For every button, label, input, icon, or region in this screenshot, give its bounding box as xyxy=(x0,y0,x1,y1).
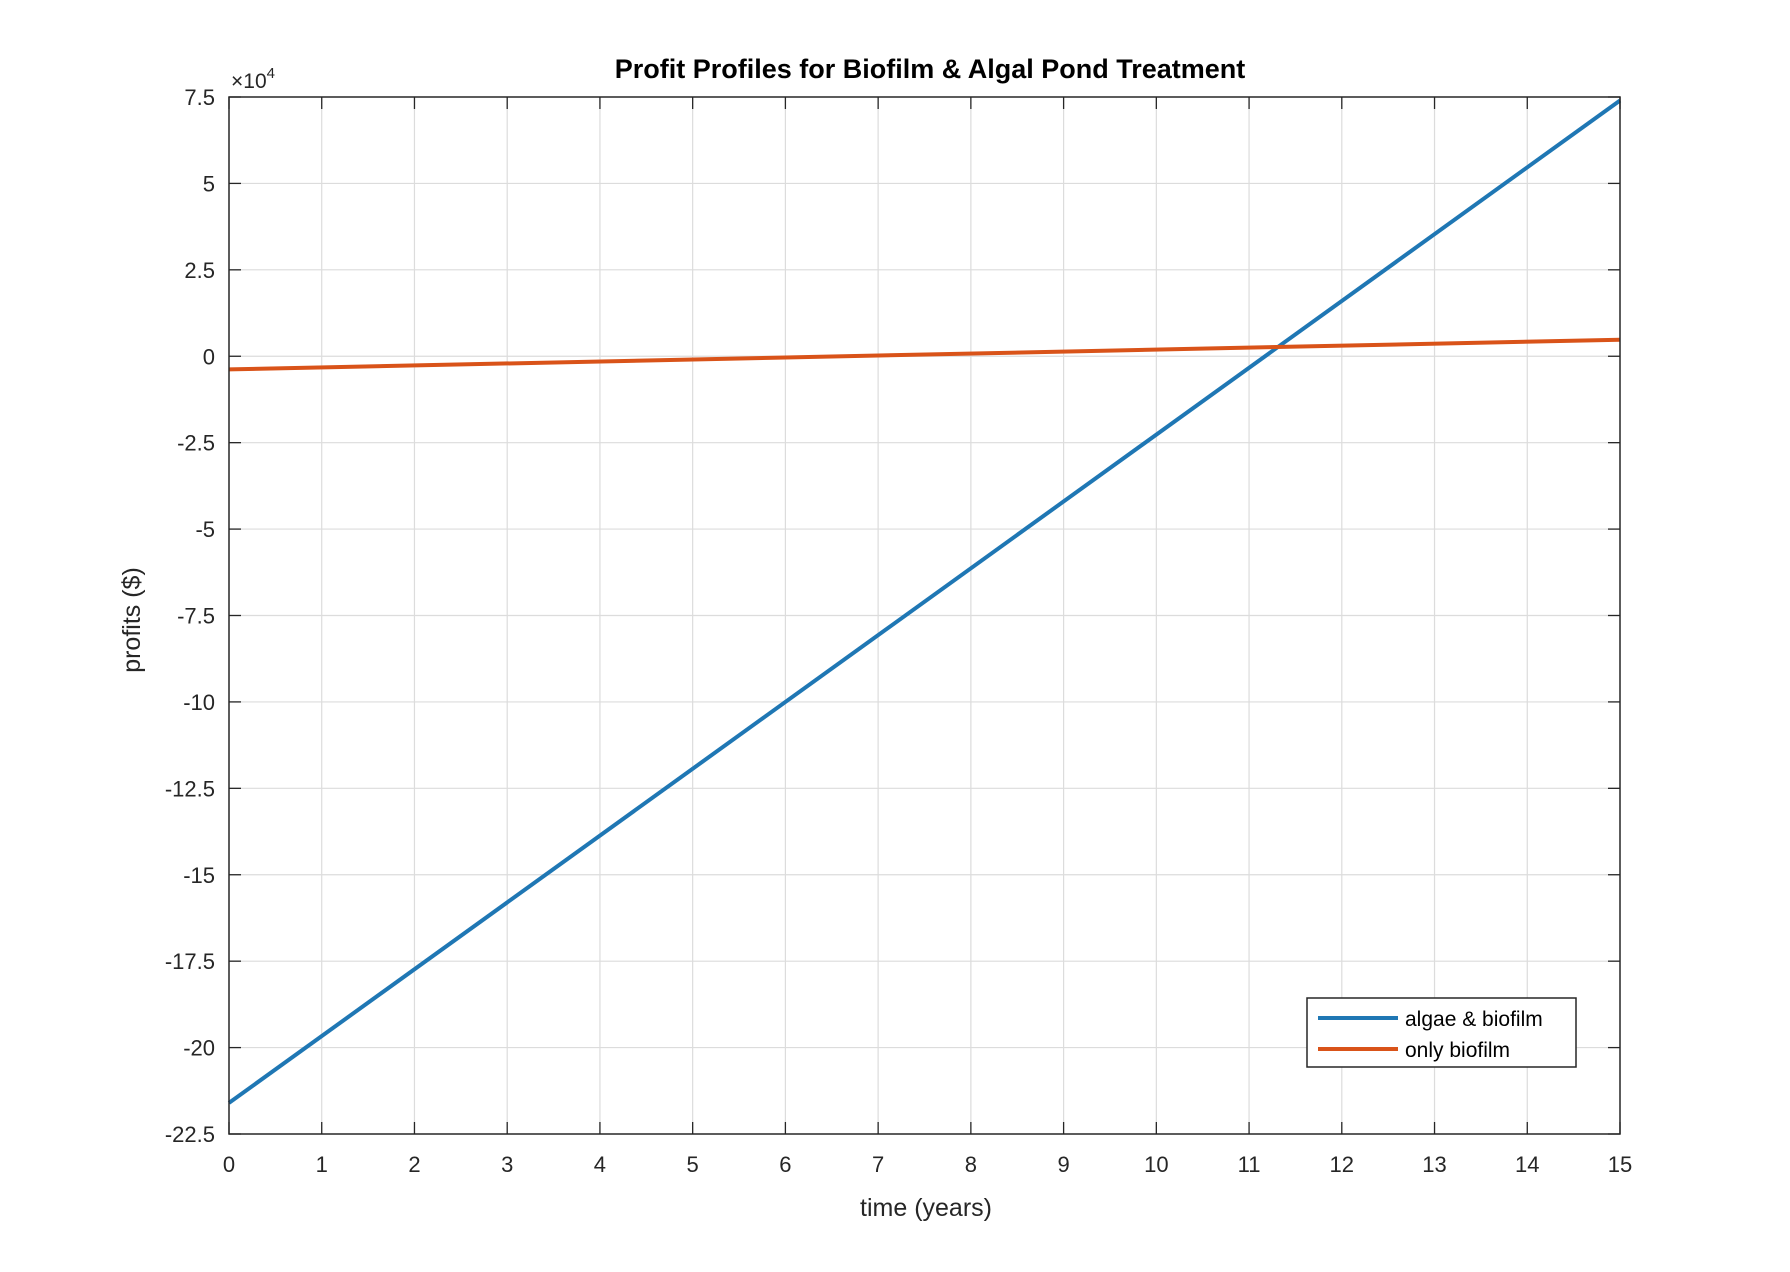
y-tick-label-12: -22.5 xyxy=(165,1122,215,1147)
y-tick-label-4: -2.5 xyxy=(177,431,215,456)
y-axis-multiplier-exponent: 4 xyxy=(267,65,275,82)
legend: algae & biofilm only biofilm xyxy=(1306,997,1577,1068)
y-tick-label-3: 0 xyxy=(203,344,215,369)
y-tick-label-11: -20 xyxy=(183,1036,215,1061)
legend-box xyxy=(1306,997,1577,1068)
x-tick-label-11: 11 xyxy=(1238,1152,1261,1177)
series-line-only-biofilm xyxy=(228,337,1621,372)
y-axis-multiplier: ×104 xyxy=(231,65,275,93)
x-tick-label-13: 13 xyxy=(1422,1152,1446,1177)
x-tick-label-15: 15 xyxy=(1608,1152,1632,1177)
legend-label-algae-biofilm: algae & biofilm xyxy=(1405,1008,1543,1031)
chart-title: Profit Profiles for Biofilm & Algal Pond… xyxy=(615,54,1246,84)
x-tick-label-7: 7 xyxy=(872,1152,884,1177)
tick-marks xyxy=(228,96,1621,1135)
x-tick-labels: 0 1 2 3 4 5 6 7 8 9 10 11 12 13 14 15 xyxy=(223,1152,1632,1177)
x-tick-label-4: 4 xyxy=(594,1152,606,1177)
y-tick-label-6: -7.5 xyxy=(177,604,215,629)
y-tick-label-8: -12.5 xyxy=(165,776,215,801)
x-tick-label-14: 14 xyxy=(1515,1152,1539,1177)
x-tick-label-9: 9 xyxy=(1057,1152,1069,1177)
y-tick-label-9: -15 xyxy=(183,863,215,888)
x-axis-label: time (years) xyxy=(860,1194,992,1222)
series-line-algae-biofilm xyxy=(227,98,1622,1105)
x-tick-label-12: 12 xyxy=(1330,1152,1354,1177)
x-tick-label-0: 0 xyxy=(223,1152,235,1177)
grid-lines xyxy=(229,97,1620,1134)
x-tick-label-2: 2 xyxy=(408,1152,420,1177)
y-tick-label-1: 5 xyxy=(203,171,215,196)
series-lines xyxy=(227,98,1622,1105)
x-tick-label-5: 5 xyxy=(687,1152,699,1177)
y-tick-labels: 7.5 5 2.5 0 -2.5 -5 -7.5 -10 -12.5 -15 -17.5 -20 -22… xyxy=(165,85,215,1147)
y-tick-label-7: -10 xyxy=(183,690,215,715)
y-tick-label-10: -17.5 xyxy=(165,949,215,974)
y-tick-label-0: 7.5 xyxy=(184,85,215,110)
y-tick-label-5: -5 xyxy=(195,517,215,542)
x-tick-label-8: 8 xyxy=(965,1152,977,1177)
x-tick-label-10: 10 xyxy=(1144,1152,1168,1177)
y-axis-label: profits ($) xyxy=(118,567,146,673)
x-tick-label-6: 6 xyxy=(779,1152,791,1177)
y-tick-label-2: 2.5 xyxy=(184,258,215,283)
x-tick-label-1: 1 xyxy=(316,1152,328,1177)
x-tick-label-3: 3 xyxy=(501,1152,513,1177)
legend-label-only-biofilm: only biofilm xyxy=(1405,1039,1510,1062)
y-axis-multiplier-base: ×10 xyxy=(231,70,267,93)
